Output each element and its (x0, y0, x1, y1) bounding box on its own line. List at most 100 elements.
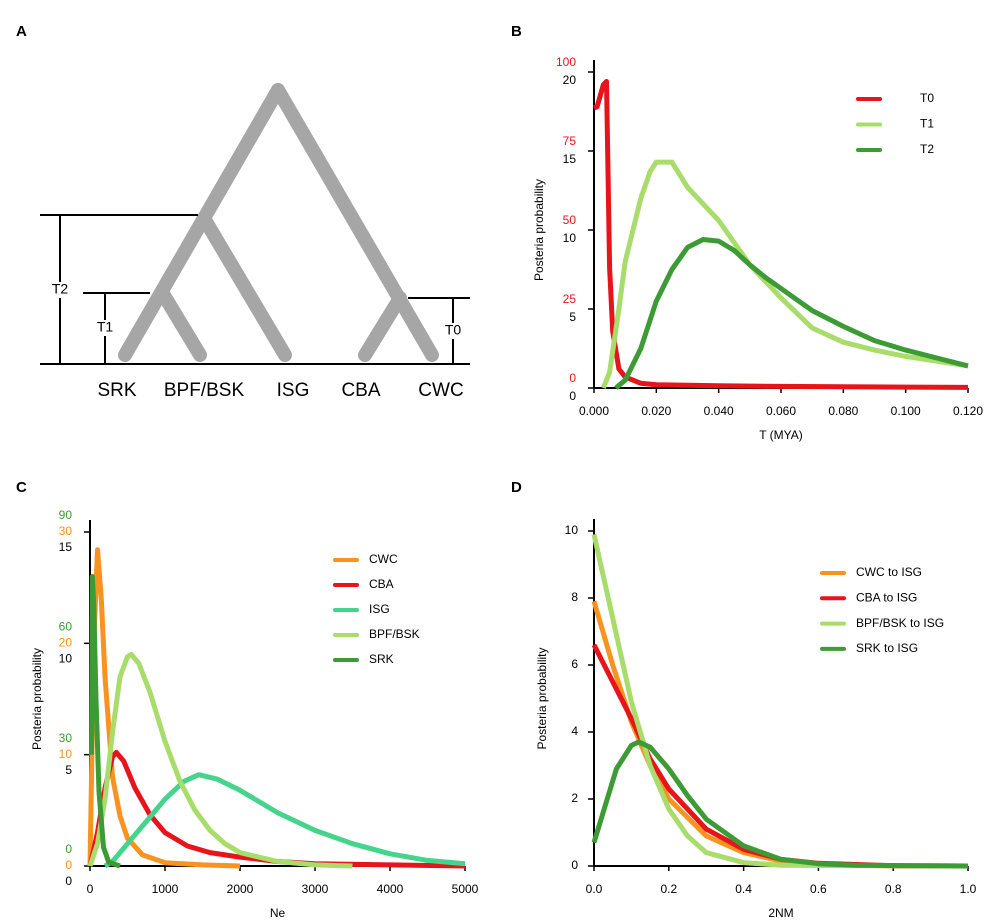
y-axis-label: Posteria probability (535, 647, 549, 749)
branch (271, 83, 439, 362)
series-line (591, 643, 969, 869)
legend-label: T1 (920, 117, 934, 131)
x-tick-label: 0.2 (660, 882, 677, 896)
x-tick-label: 0.0 (586, 882, 603, 896)
label-bg (93, 320, 117, 336)
series-line (103, 772, 466, 869)
y-tick-label: 0 (65, 874, 72, 888)
x-tick-label: 0.8 (885, 882, 902, 896)
legend-label: SRK (369, 652, 394, 666)
taxon-label: ISG (277, 380, 310, 401)
taxon-label: SRK (97, 380, 136, 401)
y-tick-label: 0 (569, 389, 576, 403)
panel-label: D (511, 479, 522, 496)
y3-tick-label: 0 (65, 842, 72, 856)
x-tick-label: 0.080 (828, 404, 858, 418)
legend-label: SRK to ISG (856, 641, 918, 655)
series-line (614, 237, 969, 390)
x-tick-label: 0.4 (735, 882, 752, 896)
branch (358, 291, 407, 362)
y2-tick-label: 10 (59, 747, 73, 761)
y-tick-label: 20 (563, 73, 577, 87)
tree-branches (118, 83, 439, 362)
panel-label: C (16, 479, 27, 496)
x-tick-label: 0.100 (891, 404, 921, 418)
y3-tick-label: 30 (59, 731, 73, 745)
y-tick-label: 5 (65, 763, 72, 777)
y-tick-label: 0 (571, 858, 578, 872)
x-tick-label: 1000 (152, 882, 179, 896)
y-tick-label: 8 (571, 590, 578, 604)
chart-panel: B 0.000 0.020 0.040 0.060 0.080 0.100 0.120 T (M… (511, 23, 983, 442)
time-label: T2 (52, 281, 69, 297)
series-line (591, 533, 969, 869)
time-bars (40, 214, 470, 365)
time-label: T0 (445, 322, 462, 338)
time-label: T1 (97, 319, 114, 335)
legend-label: T0 (920, 91, 934, 105)
x-tick-label: 3000 (302, 882, 329, 896)
legend-label: CWC (369, 552, 398, 566)
label-bg (48, 282, 74, 298)
x-tick-label: 4000 (377, 882, 404, 896)
x-tick-label: 0.040 (704, 404, 734, 418)
branch (198, 213, 292, 362)
y-axis-label: Posteria probability (532, 179, 546, 281)
x-tick-label: 5000 (452, 882, 479, 896)
y2-tick-label: 25 (563, 292, 577, 306)
panel-label: B (511, 23, 522, 40)
x-tick-label: 1.0 (960, 882, 977, 896)
y2-tick-label: 50 (563, 213, 577, 227)
x-axis-label: 2NM (768, 906, 793, 920)
y3-tick-label: 60 (59, 620, 73, 634)
y-tick-label: 2 (571, 791, 578, 805)
legend-label: T2 (920, 142, 934, 156)
y-tick-label: 10 (563, 231, 577, 245)
legend-label: CBA (369, 577, 394, 591)
legend-label: ISG (369, 602, 390, 616)
x-tick-label: 0.000 (579, 404, 609, 418)
taxon-label: CBA (341, 380, 380, 401)
x-tick-label: 0 (87, 882, 94, 896)
series-line (601, 159, 969, 389)
x-tick-label: 0.120 (953, 404, 983, 418)
y-tick-label: 6 (571, 657, 578, 671)
taxon-label: CWC (418, 380, 463, 401)
series-line (87, 547, 241, 869)
series-line (89, 574, 121, 869)
series-line (87, 749, 466, 869)
x-tick-label: 0.020 (641, 404, 671, 418)
legend-label: BPF/BSK (369, 627, 420, 641)
series-line (87, 652, 353, 869)
branch (155, 285, 207, 362)
x-tick-label: 0.6 (810, 882, 827, 896)
y3-tick-label: 90 (59, 508, 73, 522)
y2-tick-label: 0 (569, 371, 576, 385)
legend-label: CWC to ISG (856, 565, 922, 579)
taxon-label: BPF/BSK (164, 380, 245, 401)
series-line (591, 739, 969, 869)
panel-label: A (16, 23, 27, 40)
label-bg (441, 323, 465, 339)
legend-label: CBA to ISG (856, 590, 917, 604)
y-tick-label: 5 (569, 310, 576, 324)
y-tick-label: 10 (565, 523, 579, 537)
y-tick-label: 15 (59, 540, 73, 554)
y2-tick-label: 20 (59, 636, 73, 650)
chart-panel: D 0.0 0.2 0.4 0.6 0.8 1.0 2NM Posteria probabili… (511, 479, 977, 920)
x-tick-label: 2000 (227, 882, 254, 896)
x-axis-label: T (MYA) (759, 428, 803, 442)
series-line (593, 79, 969, 390)
y2-tick-label: 0 (65, 858, 72, 872)
tree-diagram: A T2 T1 T0 SRK BPF/BSK ISG CBA CWC (16, 23, 470, 401)
y-axis-label: Posteria probability (30, 648, 44, 750)
y2-tick-label: 100 (556, 55, 576, 69)
x-axis-label: Ne (270, 906, 286, 920)
y2-tick-label: 30 (59, 524, 73, 538)
legend-label: BPF/BSK to ISG (856, 616, 944, 630)
y-tick-label: 15 (563, 152, 577, 166)
y2-tick-label: 75 (563, 134, 577, 148)
y-tick-label: 10 (59, 652, 73, 666)
